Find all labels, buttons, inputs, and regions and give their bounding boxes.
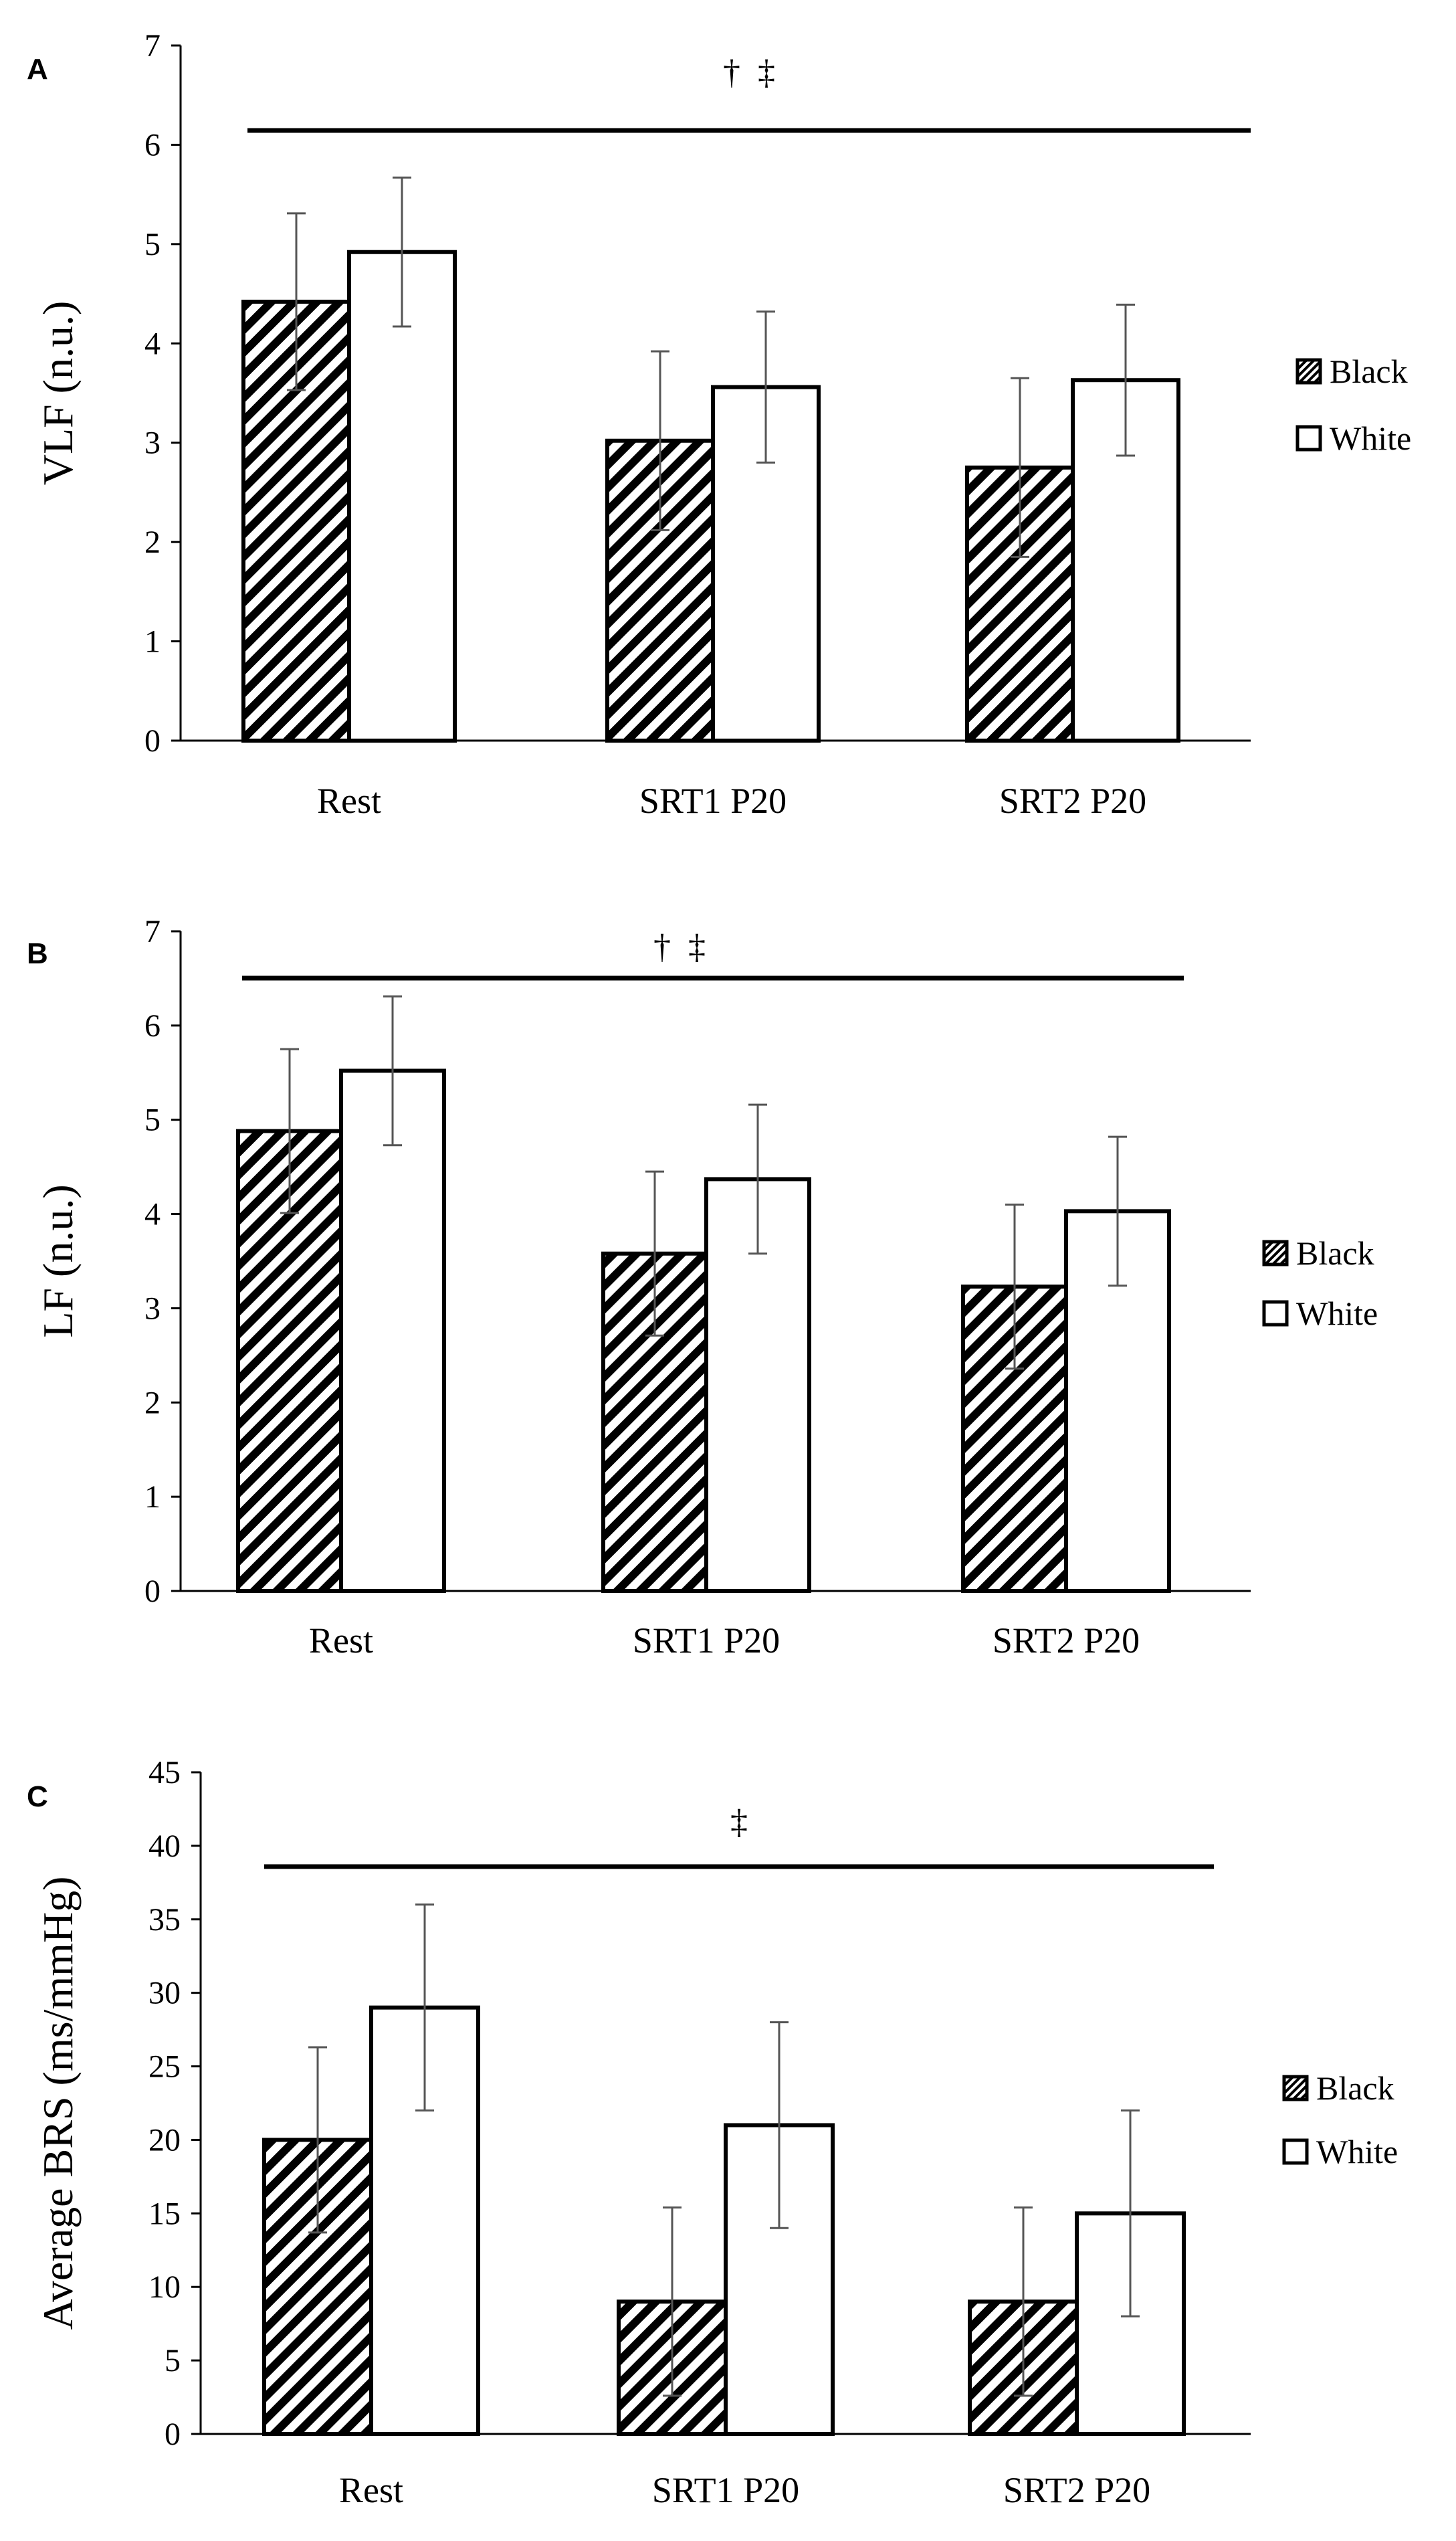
y-tick-label: 6 bbox=[144, 1008, 161, 1044]
y-tick-label: 45 bbox=[148, 1755, 181, 1790]
x-category-label: SRT1 P20 bbox=[633, 1620, 780, 1661]
y-axis-title: LF (n.u.) bbox=[34, 1184, 82, 1337]
x-category-label: SRT1 P20 bbox=[639, 781, 787, 821]
y-tick-label: 1 bbox=[144, 1479, 161, 1515]
y-tick-label: 30 bbox=[148, 1976, 181, 2011]
x-category-label: Rest bbox=[339, 2470, 403, 2510]
x-category-label: SRT1 P20 bbox=[652, 2470, 799, 2510]
panel-label: C bbox=[27, 1780, 48, 1813]
y-tick-label: 5 bbox=[165, 2343, 181, 2378]
y-tick-label: 4 bbox=[144, 326, 161, 361]
chart-panel-c: C 0 5 10 15 20 25 30 35 40 45 Average BRS (ms/mmHg)… bbox=[27, 1755, 1398, 2510]
x-category-label: SRT2 P20 bbox=[1003, 2470, 1150, 2510]
y-tick-label: 6 bbox=[144, 127, 161, 163]
significance-annotation: † ‡ bbox=[653, 928, 706, 966]
y-tick-label: 0 bbox=[144, 1574, 161, 1609]
y-axis-title: VLF (n.u.) bbox=[34, 301, 82, 486]
panel-label: A bbox=[27, 53, 48, 86]
x-category-label: Rest bbox=[309, 1620, 373, 1661]
y-tick-label: 5 bbox=[144, 1103, 161, 1138]
legend-label-white: White bbox=[1330, 419, 1411, 457]
x-category-label: SRT2 P20 bbox=[999, 781, 1146, 821]
y-tick-label: 35 bbox=[148, 1902, 181, 1938]
y-tick-label: 0 bbox=[144, 723, 161, 759]
legend-swatch-black bbox=[1282, 2075, 1309, 2101]
y-tick-label: 7 bbox=[144, 28, 161, 64]
y-tick-label: 7 bbox=[144, 914, 161, 949]
y-axis-title: Average BRS (ms/mmHg) bbox=[34, 1877, 82, 2330]
x-category-label: SRT2 P20 bbox=[993, 1620, 1140, 1661]
bar-white-1 bbox=[369, 2005, 480, 2437]
legend-label-white: White bbox=[1316, 2133, 1398, 2170]
legend-label-white: White bbox=[1296, 1295, 1378, 1332]
legend-label-black: Black bbox=[1330, 353, 1408, 390]
legend-swatch-white bbox=[1262, 1300, 1289, 1327]
y-tick-label: 25 bbox=[148, 2049, 181, 2085]
y-tick-label: 15 bbox=[148, 2196, 181, 2231]
bar-black-2 bbox=[605, 438, 715, 743]
legend-swatch-white bbox=[1295, 425, 1322, 452]
chart-panel-a: A 0 1 2 3 4 5 6 7 VLF (n.u.) Rest SRT1 P20 SRT2 P20 †… bbox=[27, 28, 1411, 821]
significance-annotation: † ‡ bbox=[723, 54, 775, 92]
legend-label-black: Black bbox=[1296, 1234, 1374, 1272]
legend-swatch-black bbox=[1262, 1240, 1289, 1266]
y-tick-label: 10 bbox=[148, 2269, 181, 2305]
legend-swatch-white bbox=[1282, 2138, 1309, 2165]
y-tick-label: 1 bbox=[144, 624, 161, 660]
significance-annotation: ‡ bbox=[730, 1803, 748, 1841]
legend-label-black: Black bbox=[1316, 2069, 1394, 2107]
y-tick-label: 20 bbox=[148, 2122, 181, 2158]
y-tick-label: 4 bbox=[144, 1197, 161, 1232]
y-tick-label: 3 bbox=[144, 1291, 161, 1326]
bar-white-1 bbox=[347, 250, 457, 743]
bar-white-1 bbox=[339, 1068, 446, 1594]
y-tick-label: 2 bbox=[144, 1385, 161, 1420]
panel-label: B bbox=[27, 937, 48, 970]
y-tick-label: 0 bbox=[165, 2417, 181, 2452]
y-tick-label: 5 bbox=[144, 227, 161, 262]
x-category-label: Rest bbox=[317, 781, 381, 821]
legend-swatch-black bbox=[1295, 358, 1322, 385]
y-tick-label: 40 bbox=[148, 1828, 181, 1864]
y-tick-label: 2 bbox=[144, 525, 161, 560]
chart-panel-b: B 0 1 2 3 4 5 6 7 LF (n.u.) Rest SRT1 P20 SRT2 P20 † … bbox=[27, 914, 1378, 1661]
y-tick-label: 3 bbox=[144, 426, 161, 461]
